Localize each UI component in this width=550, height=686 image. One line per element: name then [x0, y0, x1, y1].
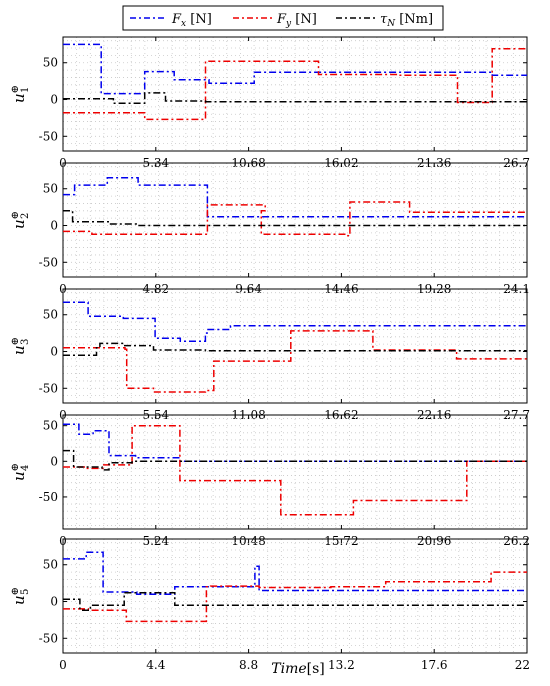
x-axis-label: Time[s]: [271, 661, 325, 677]
plot-frame: [62, 288, 528, 404]
y-tick-label: 0: [50, 345, 58, 359]
y-tick-label: 50: [43, 558, 58, 572]
series-line-tau: [63, 449, 527, 471]
plot-frame: [62, 414, 528, 530]
y-tick-label: 0: [50, 454, 58, 468]
series-line-fx: [63, 423, 527, 463]
x-tick-label: 22: [515, 658, 530, 672]
x-tick-label: 8.8: [239, 658, 258, 672]
y-tick-label: -50: [39, 129, 58, 143]
series-line-tau: [63, 342, 527, 356]
y-tick-label: -50: [39, 631, 58, 645]
y-tick-label: 50: [43, 182, 58, 196]
y-tick-label: 0: [50, 93, 58, 107]
series-line-tau: [63, 210, 527, 227]
x-tick-label: 0: [59, 658, 67, 672]
y-tick-label: 50: [43, 56, 58, 70]
y-axis-label: u⊕4: [10, 463, 31, 481]
y-axis-label: u⊕3: [10, 337, 31, 355]
y-tick-label: 50: [43, 419, 58, 433]
x-tick-label: 13.2: [328, 658, 355, 672]
y-tick-label: -50: [39, 490, 58, 504]
legend-label-fx: Fx [N]: [171, 12, 212, 29]
x-tick-label: 17.6: [421, 658, 448, 672]
series-line-fx: [63, 301, 527, 342]
x-tick-label: 26.2: [503, 534, 530, 548]
x-tick-label: 4.4: [146, 658, 165, 672]
y-axis-label: u⊕5: [10, 587, 31, 605]
y-axis-label: u⊕2: [10, 211, 31, 229]
legend: Fx [N] Fy [N] τN [Nm]: [122, 5, 444, 31]
plot-frame: [62, 538, 528, 654]
series-line-fy: [63, 48, 527, 121]
series-line-fx: [63, 551, 527, 595]
y-tick-label: -50: [39, 381, 58, 395]
y-axis-label: u⊕1: [10, 85, 31, 103]
series-line-fy: [63, 201, 527, 237]
series-line-tau: [63, 92, 527, 104]
legend-box: [122, 5, 444, 31]
y-tick-label: 50: [43, 308, 58, 322]
chart-panels: -5005005.3410.6816.0221.3626.7u⊕1-500500…: [10, 36, 530, 672]
y-tick-label: 0: [50, 595, 58, 609]
series-line-fx: [63, 176, 527, 218]
legend-label-tau: τN [Nm]: [380, 12, 433, 29]
y-tick-label: -50: [39, 255, 58, 269]
series-line-fy: [63, 424, 527, 516]
plot-frame: [62, 162, 528, 278]
plot-frame: [62, 36, 528, 152]
legend-label-fy: Fy [N]: [276, 12, 317, 29]
series-line-fy: [63, 330, 527, 393]
series-line-fx: [63, 43, 527, 95]
y-tick-label: 0: [50, 219, 58, 233]
series-line-tau: [63, 591, 527, 612]
series-line-fy: [63, 571, 527, 623]
